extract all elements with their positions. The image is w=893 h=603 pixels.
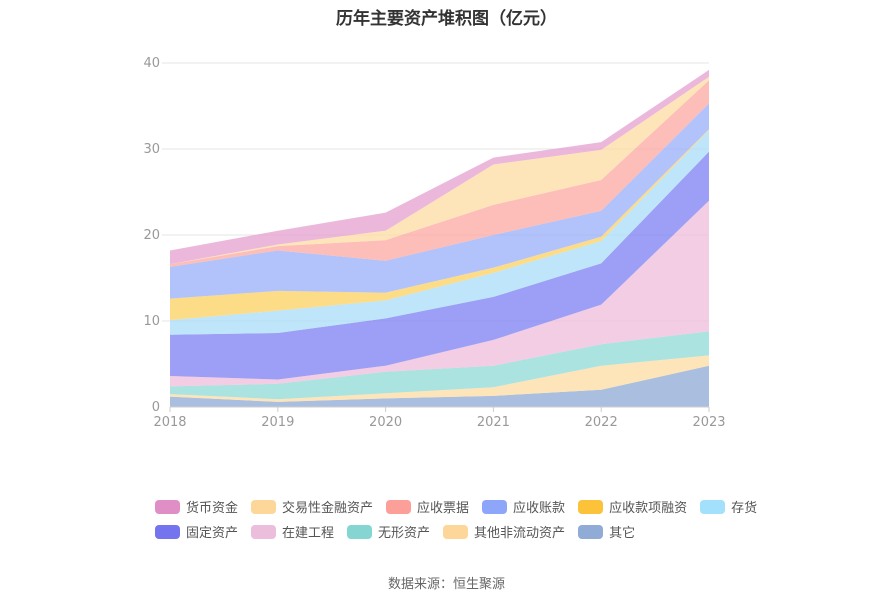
area-series-固定资产 (170, 151, 709, 380)
legend-swatch (155, 499, 180, 514)
legend-item[interactable]: 交易性金融资产 (251, 497, 373, 516)
legend-label: 其它 (609, 526, 636, 541)
area-series-存货 (170, 130, 709, 335)
area-series-在建工程 (170, 200, 709, 387)
area-series-应收票据 (170, 80, 709, 267)
legend-item[interactable]: 其它 (578, 522, 635, 541)
chart-title: 历年主要资产堆积图（亿元） (336, 9, 557, 29)
legend-label: 应收款项融资 (609, 501, 688, 516)
legend-label: 在建工程 (282, 526, 335, 541)
legend-row: 货币资金 交易性金融资产 应收票据 应收账款 应收款项融资 存货 (155, 494, 805, 519)
legend-item[interactable]: 应收款项融资 (578, 497, 687, 516)
legend-item[interactable]: 货币资金 (155, 497, 238, 516)
x-tick-label: 2023 (692, 415, 725, 430)
area-series-交易性金融资产 (170, 76, 709, 265)
legend-swatch (578, 524, 604, 539)
legend-item[interactable]: 应收账款 (482, 497, 565, 516)
x-tick-label: 2022 (585, 415, 618, 430)
x-tick-label: 2019 (261, 415, 294, 430)
legend-swatch (700, 499, 726, 514)
source-note: 数据来源：恒生聚源 (387, 577, 505, 592)
area-series-其它 (170, 365, 709, 407)
legend-item[interactable]: 应收票据 (386, 497, 469, 516)
legend-row: 固定资产 在建工程 无形资产 其他非流动资产 其它 (155, 519, 805, 544)
y-tick-label: 40 (143, 56, 160, 71)
legend-swatch (482, 499, 508, 514)
legend-label: 固定资产 (186, 526, 239, 541)
y-tick-label: 0 (152, 400, 160, 415)
legend-label: 其他非流动资产 (474, 526, 566, 541)
x-tick-label: 2021 (477, 415, 510, 430)
y-tick-label: 10 (143, 314, 160, 329)
legend-item[interactable]: 无形资产 (347, 522, 430, 541)
legend-item[interactable]: 固定资产 (155, 522, 238, 541)
legend-swatch (155, 524, 180, 539)
legend-label: 无形资产 (378, 526, 431, 541)
legend-label: 交易性金融资产 (282, 501, 374, 516)
legend-swatch (251, 499, 277, 514)
legend-swatch (386, 499, 412, 514)
area-series-货币资金 (170, 69, 709, 265)
axis-layer: 0 10 20 30 40 2018 2019 2020 2021 2022 2023 (143, 56, 725, 430)
legend-label: 货币资金 (186, 501, 239, 516)
area-series-应收款项融资 (170, 129, 709, 321)
y-tick-label: 20 (143, 228, 160, 243)
legend-swatch (251, 524, 277, 539)
legend-label: 存货 (731, 501, 758, 516)
legend-item[interactable]: 其他非流动资产 (443, 522, 565, 541)
legend-item[interactable]: 在建工程 (251, 522, 334, 541)
area-series-应收账款 (170, 103, 709, 299)
area-series-其他非流动资产 (170, 355, 709, 402)
legend-label: 应收票据 (417, 501, 470, 516)
legend-swatch (443, 524, 469, 539)
area-series-layer (170, 69, 709, 407)
x-tick-label: 2020 (369, 415, 402, 430)
legend: 货币资金 交易性金融资产 应收票据 应收账款 应收款项融资 存货 固定资产 在建工程 无形资产… (155, 494, 805, 544)
legend-swatch (578, 499, 604, 514)
legend-label: 应收账款 (513, 501, 566, 516)
y-tick-label: 30 (143, 142, 160, 157)
legend-item[interactable]: 存货 (700, 497, 757, 516)
legend-swatch (347, 524, 373, 539)
x-tick-label: 2018 (153, 415, 186, 430)
area-series-无形资产 (170, 331, 709, 400)
